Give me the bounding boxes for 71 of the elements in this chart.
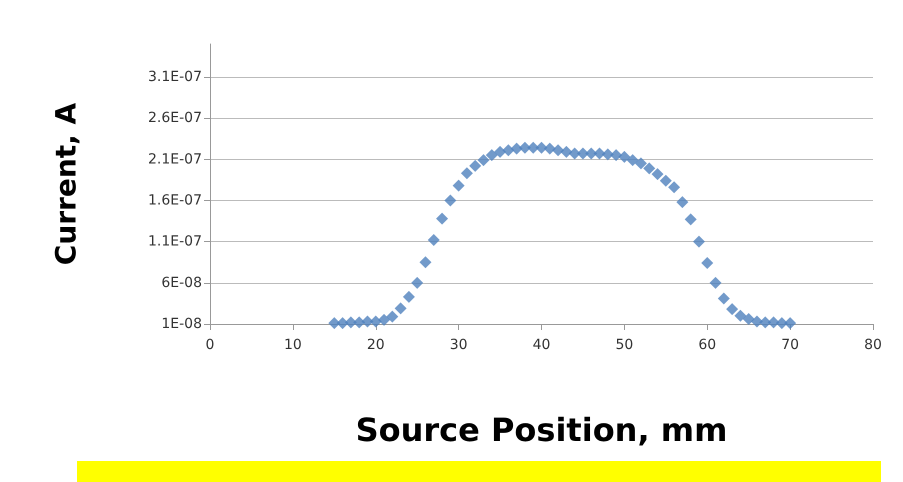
point — [394, 302, 407, 314]
x-tick-label: 60 — [698, 337, 716, 353]
point — [378, 314, 390, 326]
point — [784, 317, 796, 330]
point — [759, 316, 772, 328]
point — [444, 194, 456, 206]
point — [676, 196, 688, 208]
point — [734, 310, 746, 322]
point — [701, 257, 714, 270]
point — [643, 162, 656, 174]
point — [692, 236, 705, 248]
point — [428, 234, 440, 246]
y-axis-title: Current, A — [50, 102, 82, 266]
y-tick-label: 3.1E-07 — [148, 68, 202, 85]
point — [684, 213, 697, 226]
point — [494, 146, 506, 158]
x-tick-label: 40 — [532, 337, 550, 353]
y-tick-label: 1.6E-07 — [148, 192, 202, 208]
y-tick-label: 2.1E-07 — [148, 151, 202, 168]
y-tick-label: 1.1E-07 — [148, 234, 202, 250]
point — [336, 317, 349, 330]
point — [718, 292, 730, 304]
y-tick-label: 2.6E-07 — [148, 110, 202, 126]
point — [560, 146, 572, 158]
point — [486, 149, 498, 162]
y-tick-label: 1E-08 — [161, 316, 202, 332]
x-tick-label: 50 — [615, 337, 634, 353]
point — [510, 142, 523, 155]
x-tick-label: 30 — [450, 337, 468, 353]
point — [610, 149, 622, 162]
point — [502, 144, 514, 156]
point — [353, 316, 366, 328]
point — [576, 148, 589, 160]
point — [626, 154, 639, 166]
point — [652, 168, 664, 180]
y-tick-label: 6E-08 — [161, 274, 202, 291]
point — [552, 144, 564, 156]
point — [402, 290, 415, 303]
point — [602, 148, 614, 160]
point — [536, 142, 548, 154]
point — [742, 313, 755, 326]
x-tick-label: 0 — [206, 337, 214, 353]
point — [386, 310, 398, 323]
point — [361, 316, 374, 328]
point — [469, 160, 482, 172]
point — [618, 150, 630, 163]
point — [668, 181, 680, 194]
point — [768, 316, 780, 328]
point — [544, 142, 556, 155]
point — [460, 167, 473, 180]
x-tick-label: 10 — [284, 337, 302, 353]
point — [419, 256, 432, 268]
x-tick-label: 20 — [366, 337, 385, 353]
point — [370, 316, 382, 328]
point — [344, 316, 357, 328]
point — [710, 276, 722, 289]
point — [634, 157, 647, 170]
x-tick-label: 70 — [781, 337, 800, 353]
point — [328, 317, 340, 330]
point — [477, 154, 490, 166]
point — [452, 180, 465, 192]
x-axis-title: Source Position, mm — [356, 411, 728, 449]
point — [411, 276, 424, 289]
point — [585, 148, 598, 160]
x-tick-label: 80 — [864, 337, 882, 353]
point — [660, 174, 672, 187]
point — [594, 148, 606, 160]
point — [750, 316, 763, 328]
point — [436, 212, 448, 225]
point — [527, 142, 540, 154]
point — [726, 303, 738, 316]
